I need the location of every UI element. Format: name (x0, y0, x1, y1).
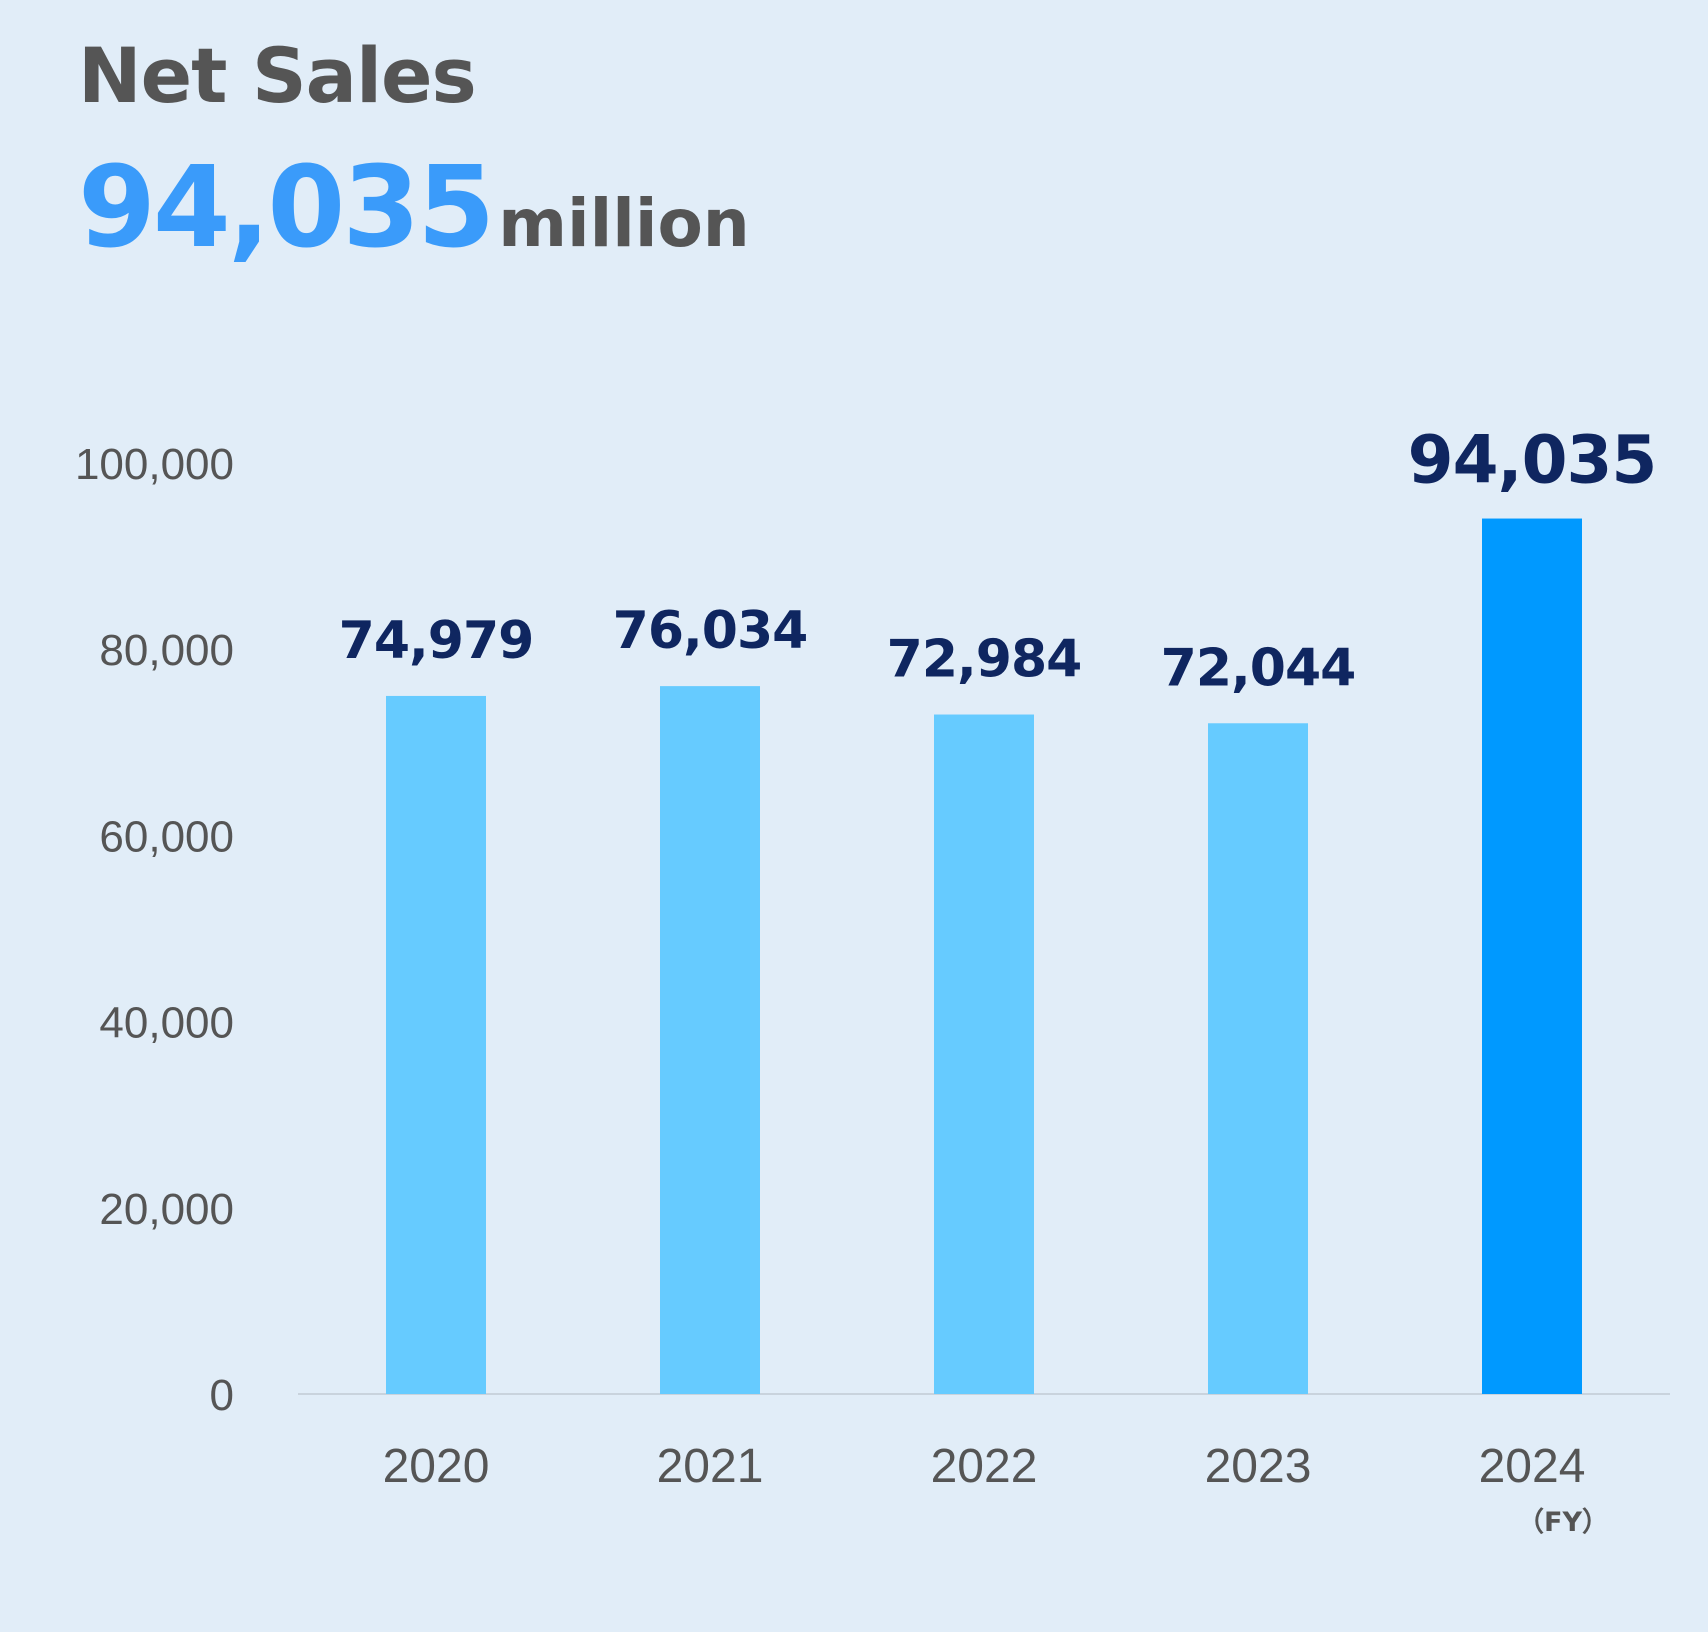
x-tick-label: 2020 (383, 1440, 490, 1493)
y-axis-tick-labels: 0 20,000 40,000 60,000 80,000 100,000 (75, 440, 234, 1420)
bar-2024 (1482, 518, 1582, 1394)
bar-2023 (1208, 723, 1308, 1394)
y-tick-label: 60,000 (99, 812, 234, 861)
y-tick-label: 0 (210, 1371, 234, 1420)
x-axis-tick-labels: 2020 2021 2022 2023 2024 (383, 1440, 1586, 1493)
data-label: 74,979 (339, 611, 534, 671)
x-tick-label: 2024 (1479, 1440, 1586, 1493)
y-tick-label: 100,000 (75, 440, 234, 489)
headline-figure: 94,035million (78, 152, 750, 264)
data-label: 94,035 (1408, 422, 1657, 499)
x-axis-unit-label: （FY） (1517, 1507, 1609, 1538)
data-label: 76,034 (613, 601, 808, 661)
chart-title: Net Sales (78, 31, 477, 120)
data-label: 72,984 (887, 630, 1082, 690)
headline-value: 94,035 (78, 143, 495, 273)
data-label: 72,044 (1161, 638, 1356, 698)
x-tick-label: 2022 (931, 1440, 1038, 1493)
data-labels: 74,979 76,034 72,984 72,044 94,035 (339, 422, 1658, 699)
bars (386, 518, 1582, 1394)
y-tick-label: 80,000 (99, 626, 234, 675)
x-tick-label: 2023 (1205, 1440, 1312, 1493)
chart-header: Net Sales 94,035million (78, 31, 750, 265)
headline-unit: million (498, 185, 750, 262)
x-tick-label: 2021 (657, 1440, 764, 1493)
y-tick-label: 20,000 (99, 1185, 234, 1234)
bar-2021 (660, 686, 760, 1394)
bar-2022 (934, 714, 1034, 1394)
y-tick-label: 40,000 (99, 999, 234, 1048)
bar-2020 (386, 695, 486, 1394)
